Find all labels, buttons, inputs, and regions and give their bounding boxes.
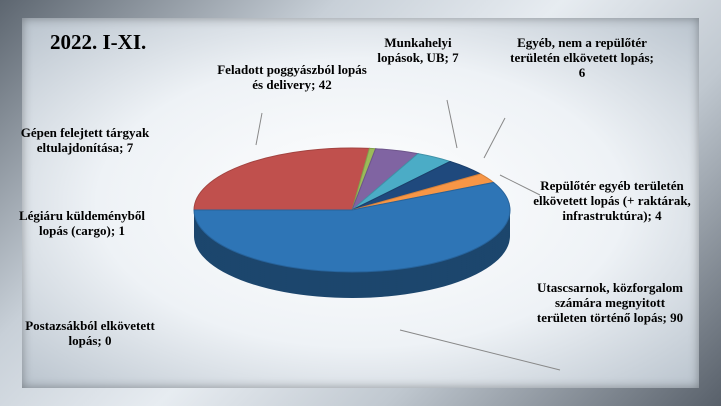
leader-line bbox=[483, 117, 506, 159]
data-label: Utascsarnok, közforgalom számára megnyit… bbox=[536, 280, 684, 325]
data-label: Munkahelyi lopások, UB; 7 bbox=[377, 35, 459, 65]
data-label: Légiáru küldeményből lopás (cargo); 1 bbox=[18, 208, 146, 238]
data-label: Repülőtér egyéb területén elkövetett lop… bbox=[533, 178, 691, 223]
leader-line bbox=[446, 99, 458, 149]
slices bbox=[193, 147, 511, 298]
leader-line bbox=[499, 174, 541, 196]
leader-line bbox=[255, 112, 263, 146]
slice bbox=[193, 181, 511, 273]
data-label: Egyéb, nem a repülőtér területén elkövet… bbox=[510, 35, 654, 80]
chart-title: 2022. I-XI. bbox=[50, 30, 147, 54]
data-label: Postazsákból elkövetett lopás; 0 bbox=[25, 318, 155, 348]
data-label: Feladott poggyászból lopás és delivery; … bbox=[217, 62, 367, 92]
slice bbox=[193, 147, 371, 211]
data-label: Gépen felejtett tárgyak eltulajdonítása;… bbox=[20, 125, 150, 155]
leader-lines bbox=[255, 99, 561, 371]
leader-line bbox=[399, 329, 561, 371]
